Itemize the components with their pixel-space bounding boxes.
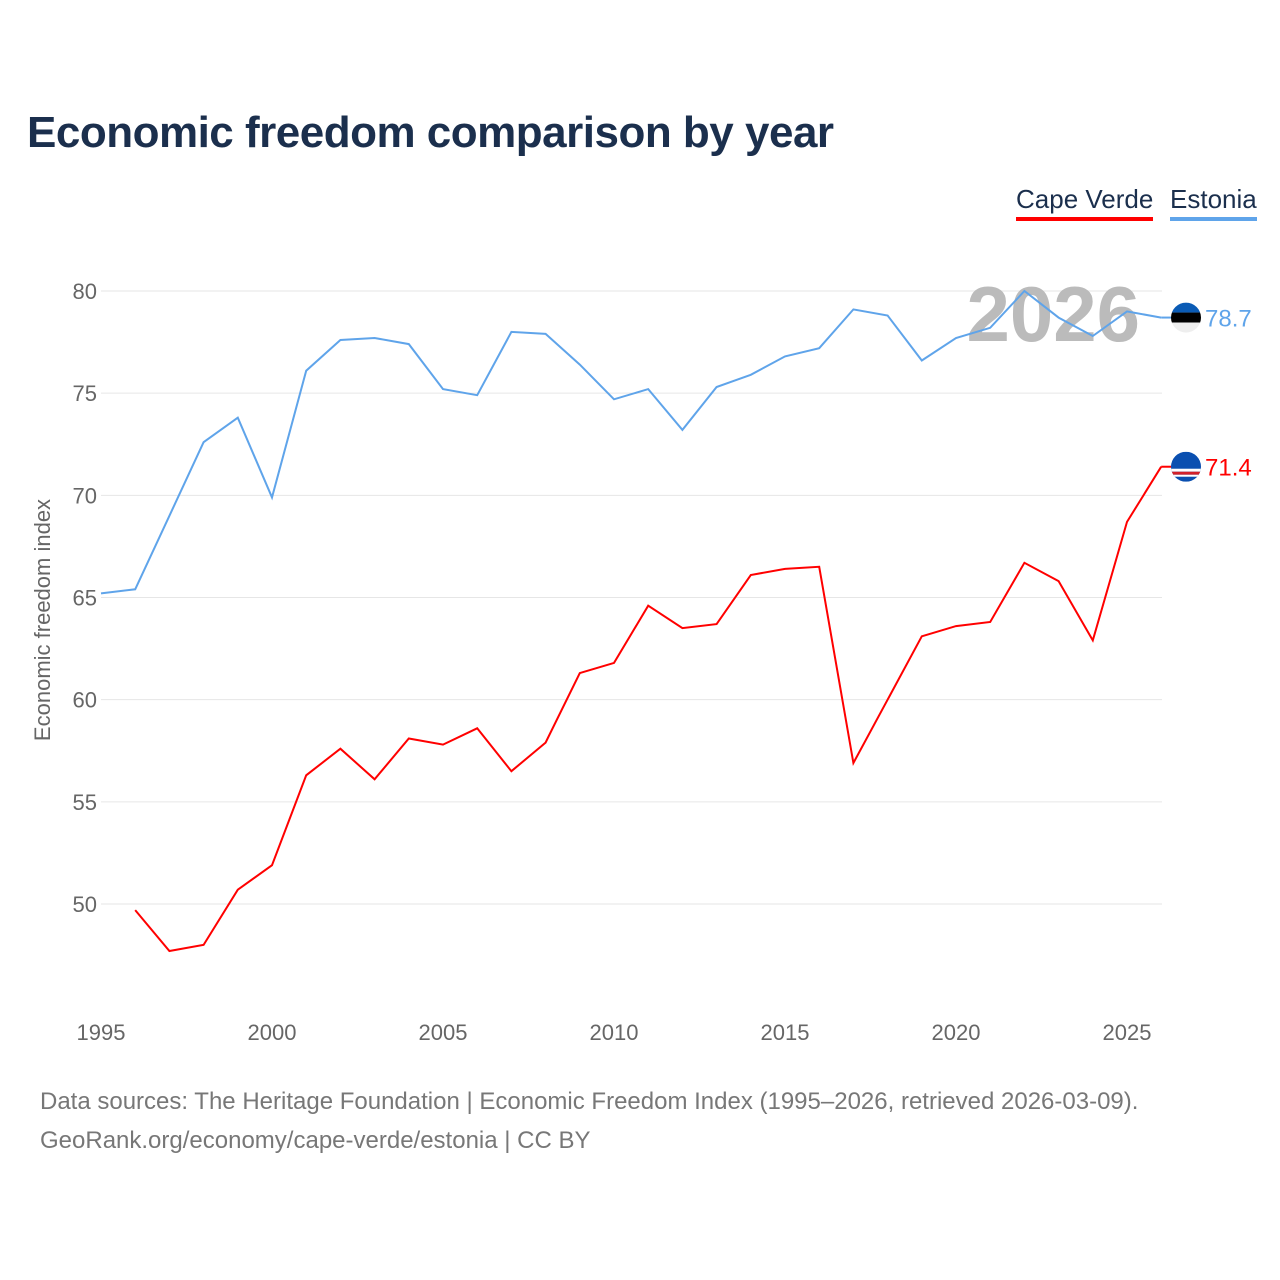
data-point	[337, 746, 343, 752]
data-point	[885, 313, 891, 319]
data-point	[303, 368, 309, 374]
data-point	[372, 776, 378, 782]
data-point	[816, 345, 822, 351]
data-point	[440, 386, 446, 392]
data-point	[611, 396, 617, 402]
data-point	[850, 306, 856, 312]
data-point	[474, 725, 480, 731]
data-point	[850, 760, 856, 766]
x-tick-label: 2020	[932, 1020, 981, 1045]
series-line-cape-verde	[134, 466, 1163, 953]
estonia-flag-icon	[1171, 302, 1201, 333]
data-point	[782, 353, 788, 359]
data-point	[1090, 637, 1096, 643]
data-point	[953, 623, 959, 629]
data-point	[645, 603, 651, 609]
legend-cape-verde[interactable]: Cape Verde	[1016, 184, 1154, 221]
data-point	[645, 386, 651, 392]
y-axis-label: Economic freedom index	[30, 499, 55, 741]
y-tick-label: 60	[73, 688, 97, 713]
cape-verde-flag-icon	[1171, 451, 1201, 482]
data-point	[235, 415, 241, 421]
data-point	[166, 513, 172, 519]
data-point	[508, 768, 514, 774]
data-point	[1021, 560, 1027, 566]
data-point	[201, 439, 207, 445]
source-line-2: GeoRank.org/economy/cape-verde/estonia |…	[40, 1127, 591, 1154]
data-point	[885, 697, 891, 703]
data-point	[98, 590, 104, 596]
x-tick-label: 2010	[590, 1020, 639, 1045]
data-point	[269, 862, 275, 868]
data-point	[577, 362, 583, 368]
data-point	[782, 566, 788, 572]
end-value-label: 78.7	[1205, 306, 1252, 333]
data-point	[987, 325, 993, 331]
data-point	[987, 619, 993, 625]
data-point	[919, 357, 925, 363]
data-point	[543, 331, 549, 337]
y-tick-label: 80	[73, 279, 97, 304]
data-point	[132, 907, 138, 913]
x-tick-label: 2005	[419, 1020, 468, 1045]
legend-estonia[interactable]: Estonia	[1170, 184, 1257, 221]
data-point	[714, 621, 720, 627]
data-point	[543, 740, 549, 746]
data-point	[953, 335, 959, 341]
y-tick-label: 75	[73, 381, 97, 406]
data-point	[919, 633, 925, 639]
data-point	[816, 564, 822, 570]
data-point	[132, 586, 138, 592]
data-point	[714, 384, 720, 390]
data-point	[1056, 315, 1062, 321]
data-point	[679, 625, 685, 631]
data-point	[1056, 578, 1062, 584]
data-point	[269, 494, 275, 500]
data-point	[406, 341, 412, 347]
x-tick-label: 2015	[761, 1020, 810, 1045]
x-tick-label: 1995	[77, 1020, 126, 1045]
data-point	[611, 660, 617, 666]
data-point	[166, 948, 172, 954]
end-value-label: 71.4	[1205, 455, 1252, 482]
data-point	[372, 335, 378, 341]
x-tick-label: 2025	[1103, 1020, 1152, 1045]
y-tick-label: 70	[73, 483, 97, 508]
x-tick-label: 2000	[248, 1020, 297, 1045]
data-point	[440, 742, 446, 748]
data-point	[303, 772, 309, 778]
y-tick-label: 65	[73, 585, 97, 610]
data-point	[235, 887, 241, 893]
data-point	[474, 392, 480, 398]
data-point	[337, 337, 343, 343]
data-point	[679, 427, 685, 433]
y-tick-label: 55	[73, 790, 97, 815]
data-point	[1021, 288, 1027, 294]
data-point	[1090, 333, 1096, 339]
data-point	[748, 372, 754, 378]
data-point	[1124, 519, 1130, 525]
data-point	[406, 735, 412, 741]
chart-title: Economic freedom comparison by year	[27, 108, 834, 157]
y-tick-label: 50	[73, 892, 97, 917]
data-point	[508, 329, 514, 335]
data-point	[577, 670, 583, 676]
data-point	[748, 572, 754, 578]
series-line-estonia	[100, 289, 1162, 595]
source-line-1: Data sources: The Heritage Foundation | …	[40, 1088, 1139, 1115]
data-point	[201, 942, 207, 948]
data-point	[1124, 308, 1130, 314]
